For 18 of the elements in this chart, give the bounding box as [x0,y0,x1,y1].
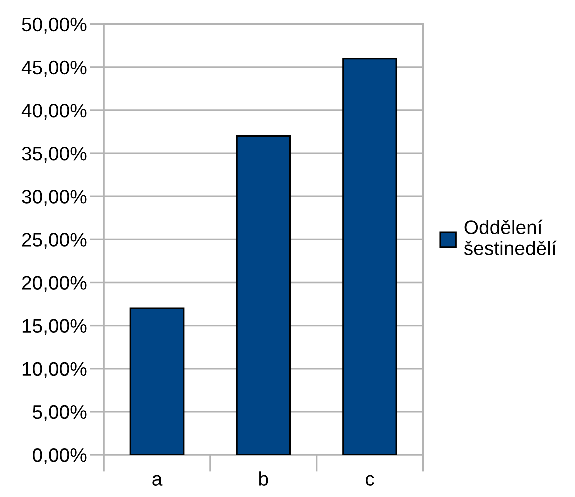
y-tick-label: 10,00% [22,362,87,378]
y-tick-label: 20,00% [22,276,87,292]
y-tick-label: 40,00% [22,104,87,120]
y-tick-label: 25,00% [22,233,87,250]
x-tick-label: b [259,472,268,486]
y-tick-label: 15,00% [22,319,87,336]
y-tick-label: 35,00% [22,147,87,164]
bar [236,135,292,456]
x-tick-label: c [366,475,374,486]
y-tick-label: 45,00% [22,60,87,77]
bar [342,58,398,456]
legend-label: Oddělení šestinedělí [464,220,557,256]
bar [130,308,185,456]
y-tick-label: 5,00% [33,405,87,422]
y-tick-label: 50,00% [22,18,87,34]
y-tick-label: 0,00% [33,448,87,465]
x-tick-label: a [152,475,163,486]
y-tick-label: 30,00% [22,190,87,206]
